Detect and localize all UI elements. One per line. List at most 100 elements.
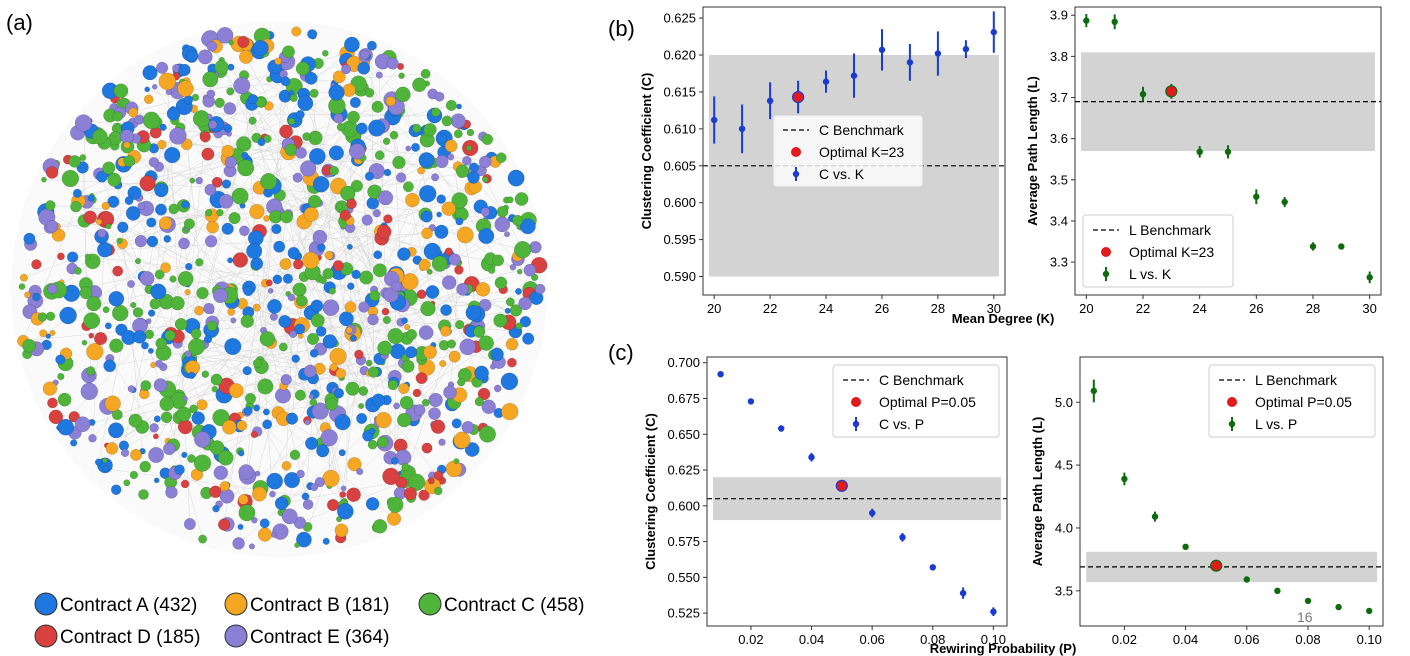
legend-entry: L Benchmark (1129, 222, 1212, 238)
network-node (382, 467, 400, 486)
network-node (306, 332, 320, 345)
network-node (177, 419, 193, 435)
network-node (218, 518, 231, 531)
network-node (132, 330, 147, 344)
legend: L Benchmark Optimal P=0.05 L vs. P (1208, 364, 1376, 438)
network-node (132, 307, 144, 318)
x-tick-label: 28 (1306, 301, 1320, 316)
network-node (139, 271, 155, 286)
x-tick-label: 30 (1362, 301, 1376, 316)
data-point (1083, 17, 1090, 24)
network-node (59, 306, 77, 325)
y-axis-title: Clustering Coefficient (C) (639, 73, 654, 230)
network-node (127, 185, 142, 200)
network-node (364, 87, 375, 98)
network-node (314, 476, 325, 488)
network-node (467, 171, 480, 184)
network-node (166, 106, 181, 121)
network-node (123, 141, 131, 149)
network-node (160, 262, 171, 273)
network-node (322, 299, 340, 317)
y-tick-label: 5.0 (1055, 395, 1073, 410)
y-tick-label: 0.525 (667, 606, 700, 621)
network-node (263, 134, 272, 144)
network-node (142, 111, 161, 130)
network-node (295, 147, 307, 159)
network-node (336, 122, 346, 132)
network-edge (75, 124, 217, 207)
network-node (88, 332, 95, 339)
network-node (395, 172, 407, 183)
network-node (287, 117, 296, 126)
network-node (474, 397, 484, 407)
network-node (444, 247, 453, 256)
network-node (375, 71, 383, 79)
network-node (309, 398, 318, 407)
network-node (120, 448, 130, 458)
network-node (170, 296, 185, 311)
data-point (1366, 607, 1373, 615)
network-node (356, 468, 364, 476)
network-node (129, 470, 139, 480)
network-node (412, 77, 427, 93)
network-node (411, 142, 420, 152)
network-node (269, 490, 276, 498)
network-node (451, 192, 468, 209)
network-node (465, 304, 482, 321)
network-node (187, 454, 196, 463)
network-node (249, 203, 265, 220)
network-node (233, 77, 251, 95)
network-node (451, 418, 462, 429)
network-legend: Contract A (432) Contract B (181) Contra… (34, 592, 584, 648)
network-node (278, 342, 288, 352)
network-node (356, 412, 368, 425)
network-node (197, 49, 213, 65)
network-node (514, 192, 529, 206)
y-tick-label: 3.8 (1050, 49, 1068, 64)
network-node (110, 484, 122, 495)
network-node (86, 343, 104, 361)
network-node (509, 263, 517, 271)
network-node (194, 431, 211, 448)
network-node (381, 307, 390, 316)
network-node (447, 153, 455, 161)
data-point (1196, 148, 1203, 155)
network-node (354, 349, 364, 360)
network-node (214, 60, 229, 75)
network-node (180, 479, 190, 489)
network-node (455, 217, 464, 226)
network-node (273, 240, 286, 253)
chart-b_right: 20 22 24 26 28 30 3.3 3.4 3.5 3.6 3.7 3.8 3.9 Average… (1025, 6, 1382, 316)
y-tick-label: 0.595 (663, 232, 696, 247)
legend-box (772, 114, 924, 188)
network-node (178, 63, 191, 77)
network-node (333, 387, 345, 399)
network-node (396, 412, 412, 428)
network-node (500, 372, 519, 391)
network-node (431, 107, 441, 117)
network-node (169, 127, 187, 145)
network-node (382, 316, 391, 325)
network-node (279, 258, 292, 270)
network-node (32, 292, 41, 302)
network-node (389, 130, 399, 140)
legend: L Benchmark Optimal K=23 L vs. K (1082, 214, 1234, 288)
network-node (149, 423, 159, 433)
network-node (253, 404, 261, 412)
network-node (418, 258, 431, 271)
network-node (372, 263, 387, 278)
network-node (455, 319, 465, 330)
network-node (405, 346, 418, 359)
network-node (237, 159, 255, 177)
xaxis-title-mean-degree: Mean Degree (K) (952, 311, 1055, 326)
network-node (395, 86, 411, 103)
network-node (494, 216, 511, 233)
x-tick-label: 0.06 (859, 632, 884, 647)
network-node (47, 283, 58, 294)
network-node (248, 543, 255, 550)
data-point (822, 78, 830, 85)
network-node (358, 386, 369, 396)
y-tick-label: 4.0 (1055, 520, 1073, 535)
network-node (443, 385, 457, 400)
network-node (420, 301, 436, 317)
